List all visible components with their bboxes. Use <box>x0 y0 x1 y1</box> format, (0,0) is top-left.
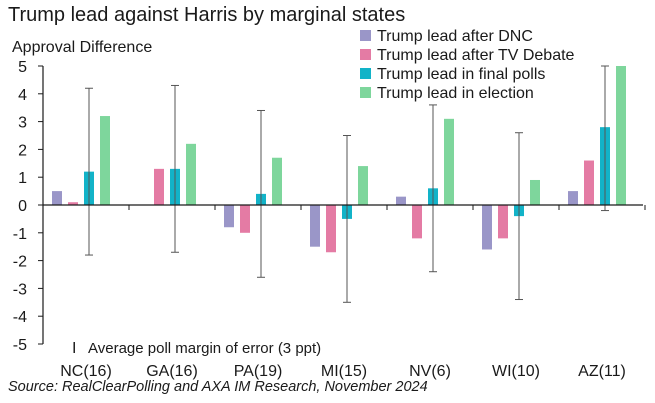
bar-pa19-series4 <box>272 157 282 205</box>
source-note: Source: RealClearPolling and AXA IM Rese… <box>8 379 428 395</box>
y-axis-label: Approval Difference <box>12 39 152 56</box>
bar-az11-series4 <box>616 66 626 205</box>
bar-mi15-series2 <box>326 205 336 253</box>
y-tick-label: -1 <box>13 226 27 243</box>
x-category-label: NC(16) <box>60 363 112 380</box>
error-bar-legend-symbol: I <box>72 340 76 357</box>
x-category-label: NV(6) <box>409 363 451 380</box>
bar-nv6-series4 <box>444 118 454 205</box>
y-tick-label: 2 <box>18 142 27 159</box>
x-category-label: AZ(11) <box>578 363 626 380</box>
bar-nc16-series4 <box>100 116 110 205</box>
legend-label: Trump lead in election <box>377 85 534 102</box>
bar-nc16-series2 <box>68 202 78 205</box>
y-tick-label: 5 <box>18 59 27 76</box>
x-category-label: GA(16) <box>146 363 198 380</box>
error-bars-group <box>85 65 609 303</box>
bar-mi15-series4 <box>358 166 368 205</box>
bar-mi15-series1 <box>310 205 320 247</box>
bar-wi10-series2 <box>498 205 508 239</box>
y-tick-label: 1 <box>18 170 27 187</box>
legend-swatch <box>360 30 371 41</box>
legend: Trump lead after DNC Trump lead after TV … <box>360 28 575 102</box>
axes-group <box>42 66 646 344</box>
y-tick-label: 4 <box>18 87 27 104</box>
y-tick-label: 0 <box>18 198 27 215</box>
y-tick-label: -2 <box>13 254 27 271</box>
y-tick-label: -4 <box>13 309 27 326</box>
bar-nv6-series1 <box>396 196 406 205</box>
legend-label: Trump lead after TV Debate <box>377 47 575 64</box>
bar-wi10-series1 <box>482 205 492 250</box>
legend-swatch <box>360 49 371 60</box>
bar-nv6-series2 <box>412 205 422 239</box>
bar-az11-series1 <box>568 191 578 205</box>
legend-swatch <box>360 68 371 79</box>
bar-pa19-series2 <box>240 205 250 233</box>
legend-label: Trump lead in final polls <box>377 66 545 83</box>
bars-group <box>52 66 626 253</box>
bar-ga16-series4 <box>186 143 196 205</box>
legend-label: Trump lead after DNC <box>377 28 533 45</box>
bar-nc16-series1 <box>52 191 62 205</box>
y-tick-label: -3 <box>13 281 27 298</box>
bar-pa19-series1 <box>224 205 234 228</box>
chart-title: Trump lead against Harris by marginal st… <box>8 4 406 26</box>
error-bar-legend-label: Average poll margin of error (3 ppt) <box>88 340 321 357</box>
y-tick-label: 3 <box>18 115 27 132</box>
bar-az11-series2 <box>584 160 594 205</box>
x-axis-labels: NC(16) GA(16) PA(19) MI(15) NV(6) WI(10) AZ(11… <box>60 363 626 380</box>
bar-ga16-series2 <box>154 168 164 205</box>
y-axis-ticks: 5 4 3 2 1 0 -1 -2 -3 -4 -5 <box>13 59 43 354</box>
x-category-label: PA(19) <box>234 363 283 380</box>
bar-wi10-series4 <box>530 179 540 205</box>
x-category-label: MI(15) <box>321 363 367 380</box>
y-tick-label: -5 <box>13 337 27 354</box>
x-category-label: WI(10) <box>492 363 540 380</box>
legend-swatch <box>360 87 371 98</box>
